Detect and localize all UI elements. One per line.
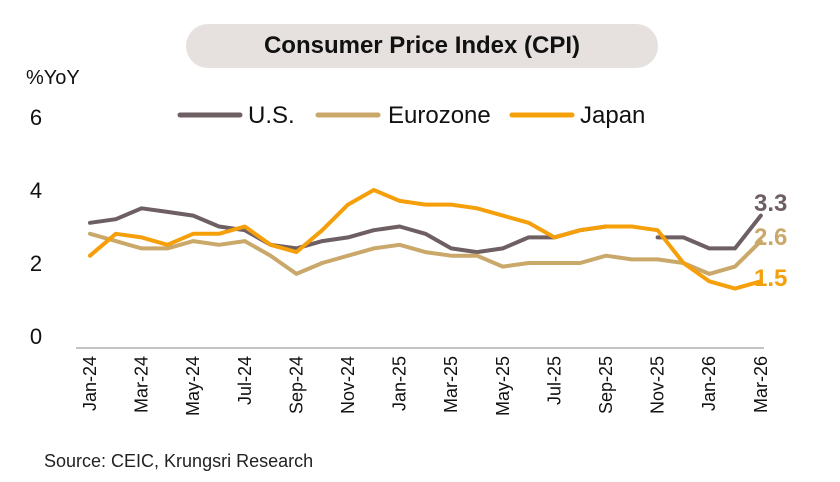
chart-title-pill: Consumer Price Index (CPI) <box>186 24 658 68</box>
source-note: Source: CEIC, Krungsri Research <box>44 451 314 471</box>
x-tick-label: Jan-26 <box>699 356 719 411</box>
legend-label: Japan <box>580 102 645 129</box>
series-line-japan <box>88 188 763 291</box>
y-tick-label: 6 <box>30 105 42 130</box>
x-tick-label: May-24 <box>183 356 203 416</box>
end-value-label: 2.6 <box>754 224 787 251</box>
chart-title: Consumer Price Index (CPI) <box>263 32 581 59</box>
end-value-label: 1.5 <box>754 265 787 292</box>
x-tick-label: Nov-24 <box>338 356 358 414</box>
y-tick-label: 4 <box>30 178 42 203</box>
x-tick-label: Jan-24 <box>80 356 100 411</box>
legend-label: U.S. <box>248 102 295 129</box>
series-line-eurozone <box>88 231 763 276</box>
x-tick-label: Jan-25 <box>390 356 410 411</box>
x-tick-label: Nov-25 <box>648 356 668 414</box>
x-tick-label: Sep-24 <box>286 356 306 414</box>
x-tick-label: Mar-25 <box>441 356 461 413</box>
x-tick-label: Jul-25 <box>544 356 564 405</box>
x-tick-label: Jul-24 <box>235 356 255 405</box>
x-tick-label: Mar-24 <box>132 356 152 413</box>
x-tick-label: Mar-26 <box>751 356 771 413</box>
y-axis-label: %YoY <box>26 67 80 89</box>
x-tick-label: Sep-25 <box>596 356 616 414</box>
y-tick-label: 2 <box>30 251 42 276</box>
x-tick-label: May-25 <box>493 356 513 416</box>
series-line-us <box>88 206 763 255</box>
y-tick-label: 0 <box>30 324 42 349</box>
end-value-label: 3.3 <box>754 190 787 217</box>
legend-label: Eurozone <box>388 102 491 129</box>
